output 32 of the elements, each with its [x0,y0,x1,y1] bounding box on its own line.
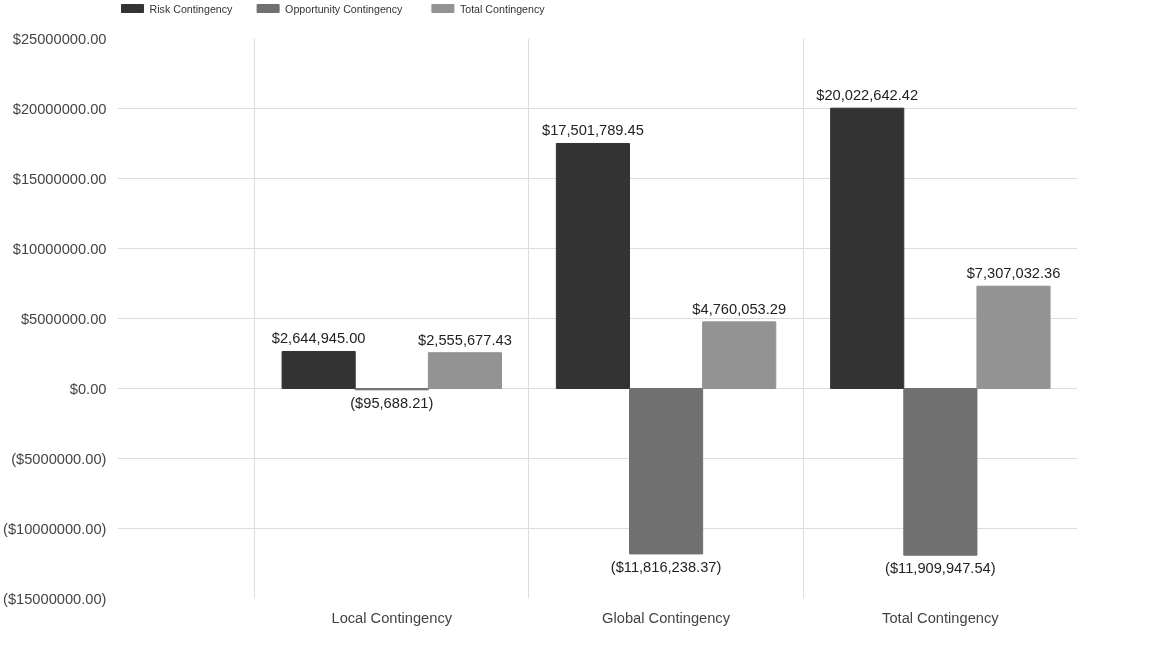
data-label: $2,555,677.43 [418,331,512,348]
y-tick-label: ($15000000.00) [3,590,107,607]
data-label: $20,022,642.42 [816,87,919,104]
legend-label: Opportunity Contingency [285,2,404,15]
legend-label: Total Contingency [459,2,546,15]
x-tick-label: Total Contingency [882,609,1000,626]
y-tick-label: $10000000.00 [12,240,107,257]
y-tick-label: $0.00 [69,380,107,397]
bar [830,107,905,389]
bar [629,388,704,555]
y-tick-label: $20000000.00 [12,100,107,117]
data-label: $17,501,789.45 [541,122,644,139]
bar [702,321,777,389]
x-tick-label: Global Contingency [602,609,731,626]
bar [976,285,1051,389]
y-tick-label: $5000000.00 [20,310,107,327]
x-tick-label: Local Contingency [331,609,453,626]
y-tick-label: $15000000.00 [12,170,107,187]
y-tick-label: ($5000000.00) [11,450,107,467]
y-tick-label: ($10000000.00) [3,520,107,537]
bar [555,142,630,389]
data-label: ($95,688.21) [350,394,434,411]
data-label: $4,760,053.29 [692,300,787,317]
data-label: $7,307,032.36 [966,265,1061,282]
data-label: $2,644,945.00 [271,330,366,347]
legend-label: Risk Contingency [149,2,234,15]
y-tick-label: $25000000.00 [12,30,107,47]
data-label: ($11,816,238.37) [610,558,722,575]
bar [281,350,356,389]
bar [427,352,502,389]
bar [903,388,978,556]
data-label: ($11,909,947.54) [885,560,996,577]
